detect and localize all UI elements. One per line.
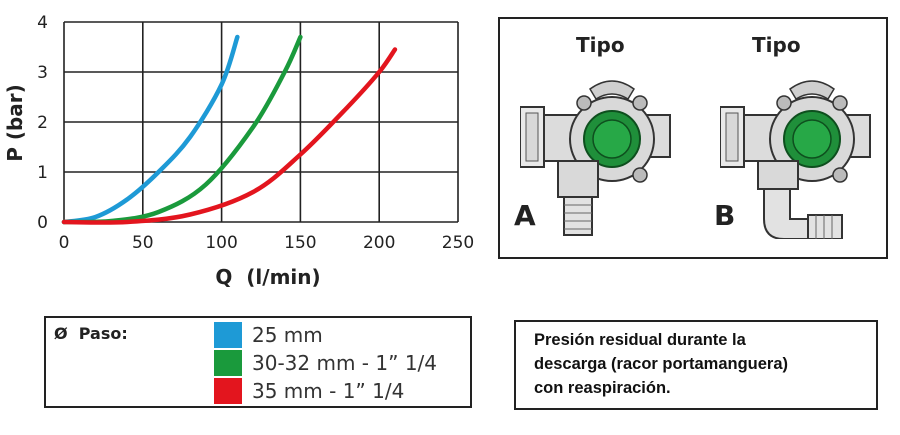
x-tick-label: 250 <box>442 233 474 253</box>
pressure-flow-chart: 0 50 100 150 200 250 0 1 2 3 4 Q (l/min) P (bar) <box>3 13 475 289</box>
series-line <box>61 34 303 225</box>
chart-curves <box>61 34 398 225</box>
x-tick-label: 50 <box>132 233 154 253</box>
legend-label: 25 mm <box>252 323 323 347</box>
y-tick-label: 3 <box>37 63 48 83</box>
legend-swatch-red <box>214 378 242 404</box>
legend-label: 30-32 mm - 1” 1/4 <box>252 351 437 375</box>
valve-straight-outlet-icon <box>520 80 671 236</box>
legend-title: Ø Paso: <box>54 324 128 343</box>
valve-types-panel: Tipo Tipo A <box>498 17 888 259</box>
legend: Ø Paso: 25 mm 30-32 mm - 1” 1/4 35 mm - … <box>44 316 472 408</box>
valve-a-letter: A <box>514 199 536 232</box>
valve-b-letter: B <box>714 199 736 232</box>
note-line: con reaspiración. <box>534 379 671 397</box>
x-tick-label: 150 <box>284 233 316 253</box>
y-tick-label: 1 <box>37 163 48 183</box>
series-line <box>61 47 398 225</box>
y-tick-labels: 0 1 2 3 4 <box>37 13 48 233</box>
valve-elbow-outlet-icon <box>720 80 871 239</box>
legend-swatch-green <box>214 350 242 376</box>
note-line: Presión residual durante la <box>534 331 746 349</box>
valve-a-title: Tipo <box>576 33 625 57</box>
x-axis-label: Q (l/min) <box>215 265 320 289</box>
legend-item: 25 mm <box>214 322 323 348</box>
valve-b-title: Tipo <box>752 33 801 57</box>
y-axis-label: P (bar) <box>3 84 27 162</box>
x-tick-label: 100 <box>205 233 237 253</box>
legend-label: 35 mm - 1” 1/4 <box>252 379 405 403</box>
chart-grid <box>63 21 459 223</box>
residual-pressure-note: Presión residual durante la descarga (ra… <box>514 320 878 410</box>
note-line: descarga (racor portamanguera) <box>534 355 789 373</box>
legend-item: 30-32 mm - 1” 1/4 <box>214 350 437 376</box>
y-tick-label: 0 <box>37 213 48 233</box>
y-tick-label: 4 <box>37 13 48 33</box>
x-tick-labels: 0 50 100 150 200 250 <box>59 233 475 253</box>
x-tick-label: 0 <box>59 233 70 253</box>
x-tick-label: 200 <box>363 233 395 253</box>
legend-item: 35 mm - 1” 1/4 <box>214 378 404 404</box>
legend-swatch-blue <box>214 322 242 348</box>
series-line <box>61 34 240 225</box>
y-tick-label: 2 <box>37 113 48 133</box>
